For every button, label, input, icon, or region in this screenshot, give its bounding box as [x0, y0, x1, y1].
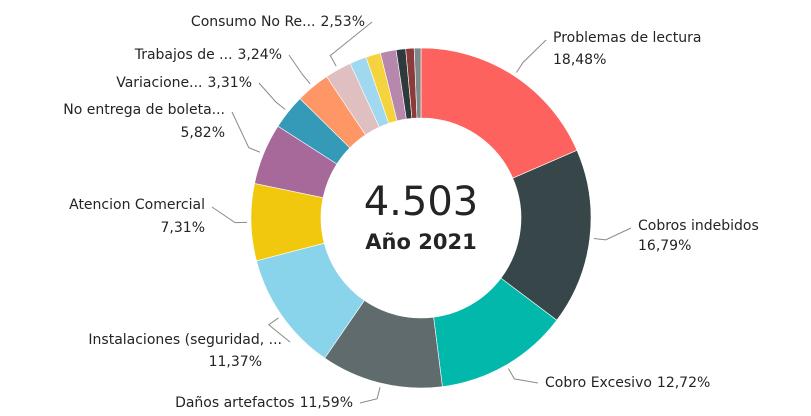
slice	[420, 47, 578, 179]
leader-line	[329, 21, 373, 67]
label-value: 3,31%	[208, 75, 252, 91]
data-label: Daños artefactos 11,59%	[175, 395, 353, 411]
leader-line	[288, 54, 311, 85]
leader-line	[258, 82, 286, 110]
data-label: Cobro Excesivo 12,72%	[545, 375, 710, 391]
data-label: Instalaciones (seguridad, ... 11,37%	[88, 332, 282, 370]
leader-line	[516, 39, 547, 73]
label-name: Variacione...	[116, 75, 202, 91]
data-label: Problemas de lectura 18,48%	[553, 30, 701, 68]
label-value: 11,59%	[300, 395, 353, 411]
leader-line	[507, 368, 539, 384]
label-name: Trabajos de ...	[134, 47, 233, 63]
label-name: Instalaciones (seguridad, ...	[88, 332, 282, 348]
label-name: No entrega de boleta...	[63, 102, 225, 118]
label-name: Daños artefactos	[175, 395, 295, 411]
data-label: Atencion Comercial 7,31%	[69, 197, 205, 236]
label-name: Atencion Comercial	[69, 197, 205, 213]
data-label: Variacione... 3,31%	[116, 75, 252, 91]
label-value: 16,79%	[638, 238, 691, 254]
center-subtext: Año 2021	[365, 230, 476, 254]
label-value: 3,24%	[238, 47, 282, 63]
label-value: 5,82%	[181, 125, 225, 141]
label-value: 18,48%	[553, 52, 606, 68]
leader-line	[359, 386, 381, 404]
label-name: Cobro Excesivo	[545, 375, 652, 391]
label-value: 12,72%	[657, 375, 710, 391]
leader-line	[231, 111, 261, 153]
label-value: 2,53%	[321, 14, 365, 30]
leader-line	[593, 227, 632, 241]
leader-line	[211, 206, 248, 224]
data-label: Cobros indebidos 16,79%	[638, 218, 759, 254]
label-value: 11,37%	[209, 354, 262, 370]
data-label: No entrega de boleta... 5,82%	[63, 102, 225, 141]
data-label: Consumo No Re... 2,53%	[191, 14, 365, 30]
label-name: Problemas de lectura	[553, 30, 701, 46]
label-name: Cobros indebidos	[638, 218, 759, 234]
label-name: Consumo No Re...	[191, 14, 316, 30]
label-value: 7,31%	[161, 220, 205, 236]
data-label: Trabajos de ... 3,24%	[134, 47, 282, 63]
slice	[413, 47, 422, 119]
center-value: 4.503	[364, 179, 479, 225]
leader-line	[267, 317, 291, 343]
